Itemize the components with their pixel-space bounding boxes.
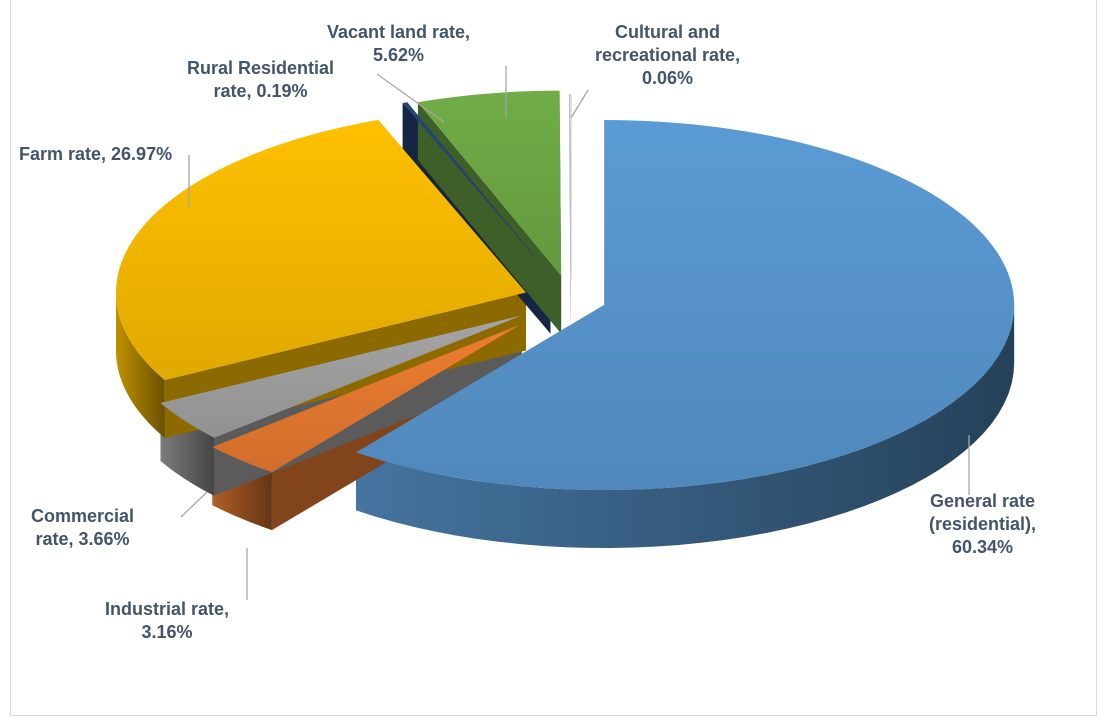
- label-vacant-line-1: Vacant land rate,: [327, 22, 471, 42]
- label-industrial-line-2: 3.16%: [141, 622, 193, 642]
- pie-slice-side: [115, 292, 165, 438]
- label-cultural-line-2: recreational rate,: [595, 45, 741, 65]
- label-farm-line-1: Farm rate, 26.97%: [19, 144, 173, 164]
- label-industrial: Industrial rate, 3.16%: [105, 598, 229, 644]
- leader-line: [570, 89, 589, 119]
- pie-slice-industrial-rate: [212, 324, 520, 473]
- label-cultural: Cultural and recreational rate, 0.06%: [595, 21, 740, 90]
- label-vacant-line-2: 5.62%: [373, 45, 425, 65]
- label-commercial-line-1: Commercial: [31, 506, 135, 526]
- label-general: General rate (residential), 60.34%: [929, 490, 1036, 559]
- label-general-line-1: General rate: [929, 491, 1036, 511]
- pie-slice-vacant-land-rate: [417, 90, 562, 276]
- leader-line: [376, 73, 445, 123]
- pie-slice-commercial-rate: [160, 315, 522, 438]
- leader-lines: [180, 66, 970, 600]
- label-commercial-line-2: rate, 3.66%: [35, 529, 130, 549]
- pie-chart: [115, 66, 1015, 600]
- label-industrial-line-1: Industrial rate,: [105, 599, 230, 619]
- label-rural-residential: Rural Residential rate, 0.19%: [187, 57, 334, 103]
- label-vacant-land: Vacant land rate, 5.62%: [327, 21, 470, 67]
- pie-slice-rural-residential-rate: [402, 102, 551, 276]
- label-cultural-line-1: Cultural and: [615, 22, 721, 42]
- leader-line: [180, 491, 208, 518]
- pie-tops: [116, 90, 1015, 491]
- label-general-line-3: 60.34%: [951, 537, 1014, 557]
- label-general-line-2: (residential),: [929, 514, 1037, 534]
- label-rural-line-1: Rural Residential: [187, 58, 335, 78]
- label-commercial: Commercial rate, 3.66%: [31, 505, 134, 551]
- pie-slice-general-rate-residential: [356, 120, 1015, 491]
- chart-area: General rate (residential), 60.34% Indus…: [10, 0, 1097, 716]
- label-cultural-line-3: 0.06%: [642, 68, 694, 88]
- pie-slice-farm-rate: [116, 119, 526, 380]
- pie-slice-side: [356, 305, 1015, 549]
- label-rural-line-2: rate, 0.19%: [213, 81, 308, 101]
- pie-slice-cultural-and-recreational-rate: [568, 94, 572, 280]
- label-farm: Farm rate, 26.97%: [19, 143, 172, 166]
